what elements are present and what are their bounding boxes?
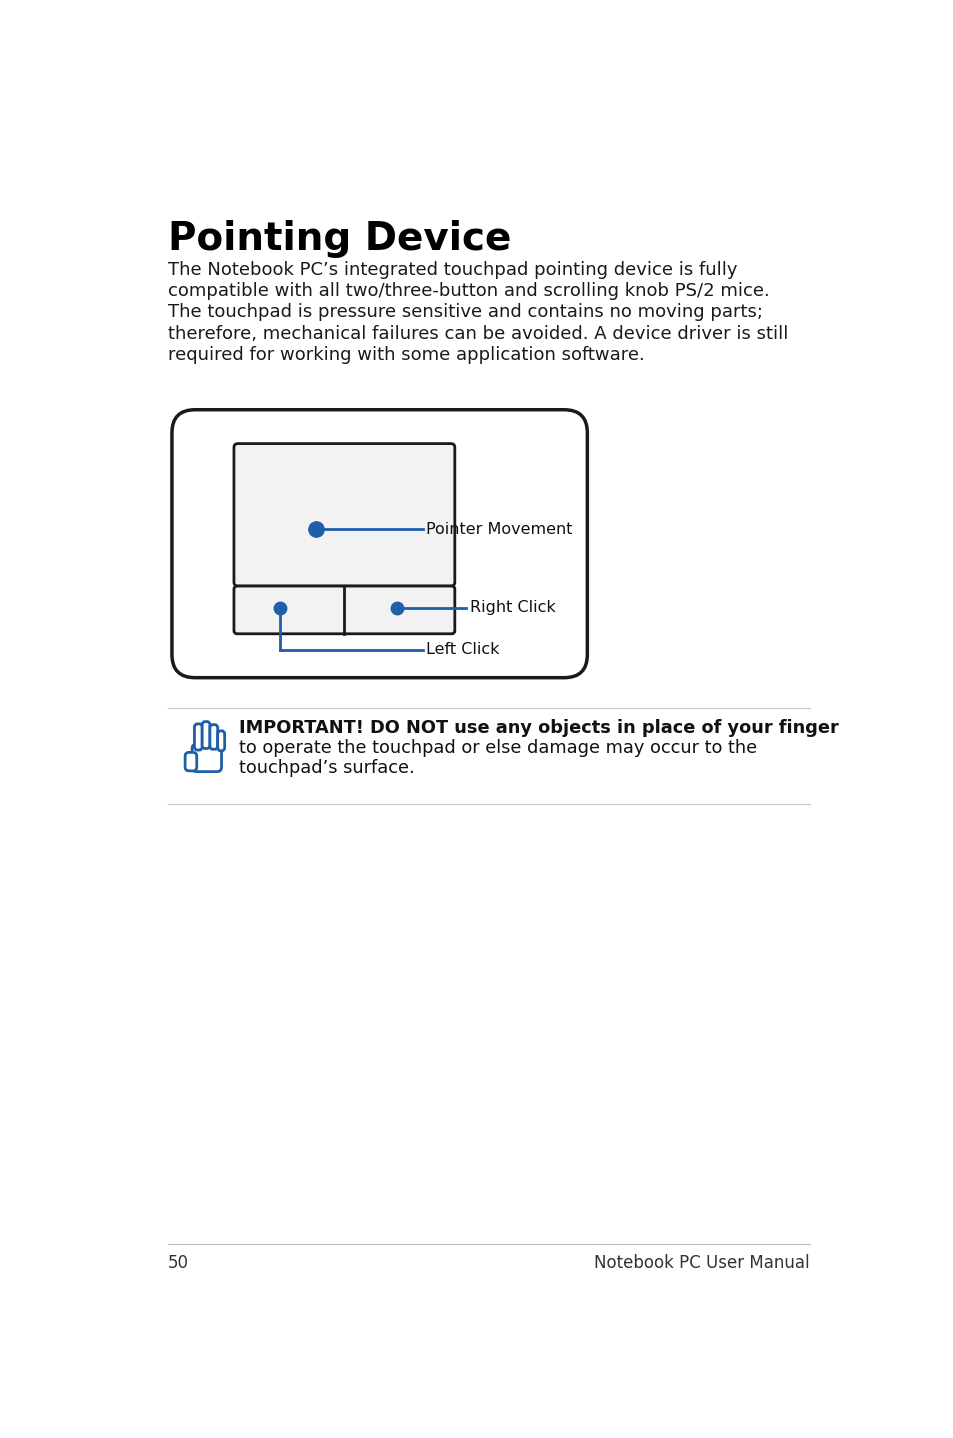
Text: The touchpad is pressure sensitive and contains no moving parts;: The touchpad is pressure sensitive and c… <box>168 303 762 322</box>
FancyBboxPatch shape <box>210 725 217 749</box>
Text: Pointing Device: Pointing Device <box>168 220 511 259</box>
Text: compatible with all two/three-button and scrolling knob PS/2 mice.: compatible with all two/three-button and… <box>168 282 769 301</box>
Text: Notebook PC User Manual: Notebook PC User Manual <box>594 1254 809 1271</box>
FancyBboxPatch shape <box>217 731 224 751</box>
FancyBboxPatch shape <box>233 443 455 587</box>
Text: required for working with some application software.: required for working with some applicati… <box>168 345 644 364</box>
FancyBboxPatch shape <box>185 752 196 771</box>
Text: The Notebook PC’s integrated touchpad pointing device is fully: The Notebook PC’s integrated touchpad po… <box>168 262 737 279</box>
Text: touchpad’s surface.: touchpad’s surface. <box>239 759 415 778</box>
FancyBboxPatch shape <box>172 410 587 677</box>
Text: Right Click: Right Click <box>469 600 555 615</box>
Text: Pointer Movement: Pointer Movement <box>426 522 572 536</box>
FancyBboxPatch shape <box>194 723 202 751</box>
FancyBboxPatch shape <box>233 587 455 634</box>
Text: 50: 50 <box>168 1254 189 1271</box>
Text: therefore, mechanical failures can be avoided. A device driver is still: therefore, mechanical failures can be av… <box>168 325 787 342</box>
Text: Left Click: Left Click <box>426 643 499 657</box>
Text: to operate the touchpad or else damage may occur to the: to operate the touchpad or else damage m… <box>239 739 757 758</box>
FancyBboxPatch shape <box>202 722 210 749</box>
FancyBboxPatch shape <box>192 743 221 772</box>
Text: IMPORTANT! DO NOT use any objects in place of your finger: IMPORTANT! DO NOT use any objects in pla… <box>239 719 839 738</box>
